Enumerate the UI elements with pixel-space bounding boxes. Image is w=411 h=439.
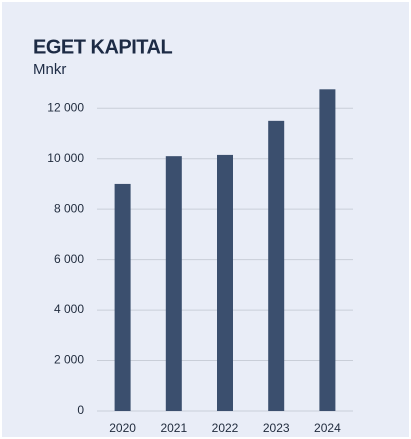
y-tick-label: 10 000: [47, 151, 84, 165]
x-tick-label: 2021: [160, 421, 187, 435]
bar: [319, 89, 336, 412]
y-tick-label: 12 000: [47, 100, 84, 114]
y-tick-label: 6 000: [54, 252, 84, 266]
y-tick-label: 0: [77, 403, 84, 417]
bar: [114, 183, 131, 411]
y-tick-label: 2 000: [54, 353, 84, 367]
y-tick-label: 4 000: [54, 302, 84, 316]
chart-subtitle: Mnkr: [33, 61, 66, 78]
bar: [217, 154, 233, 411]
x-tick-label: 2023: [263, 421, 290, 435]
x-tick-label: 2020: [109, 421, 136, 435]
y-tick-label: 8 000: [54, 201, 84, 215]
bar: [165, 156, 182, 411]
x-tick-label: 2022: [212, 421, 239, 435]
chart-title: EGET KAPITAL: [33, 36, 172, 58]
bar: [268, 120, 285, 411]
x-tick-label: 2024: [314, 421, 341, 435]
